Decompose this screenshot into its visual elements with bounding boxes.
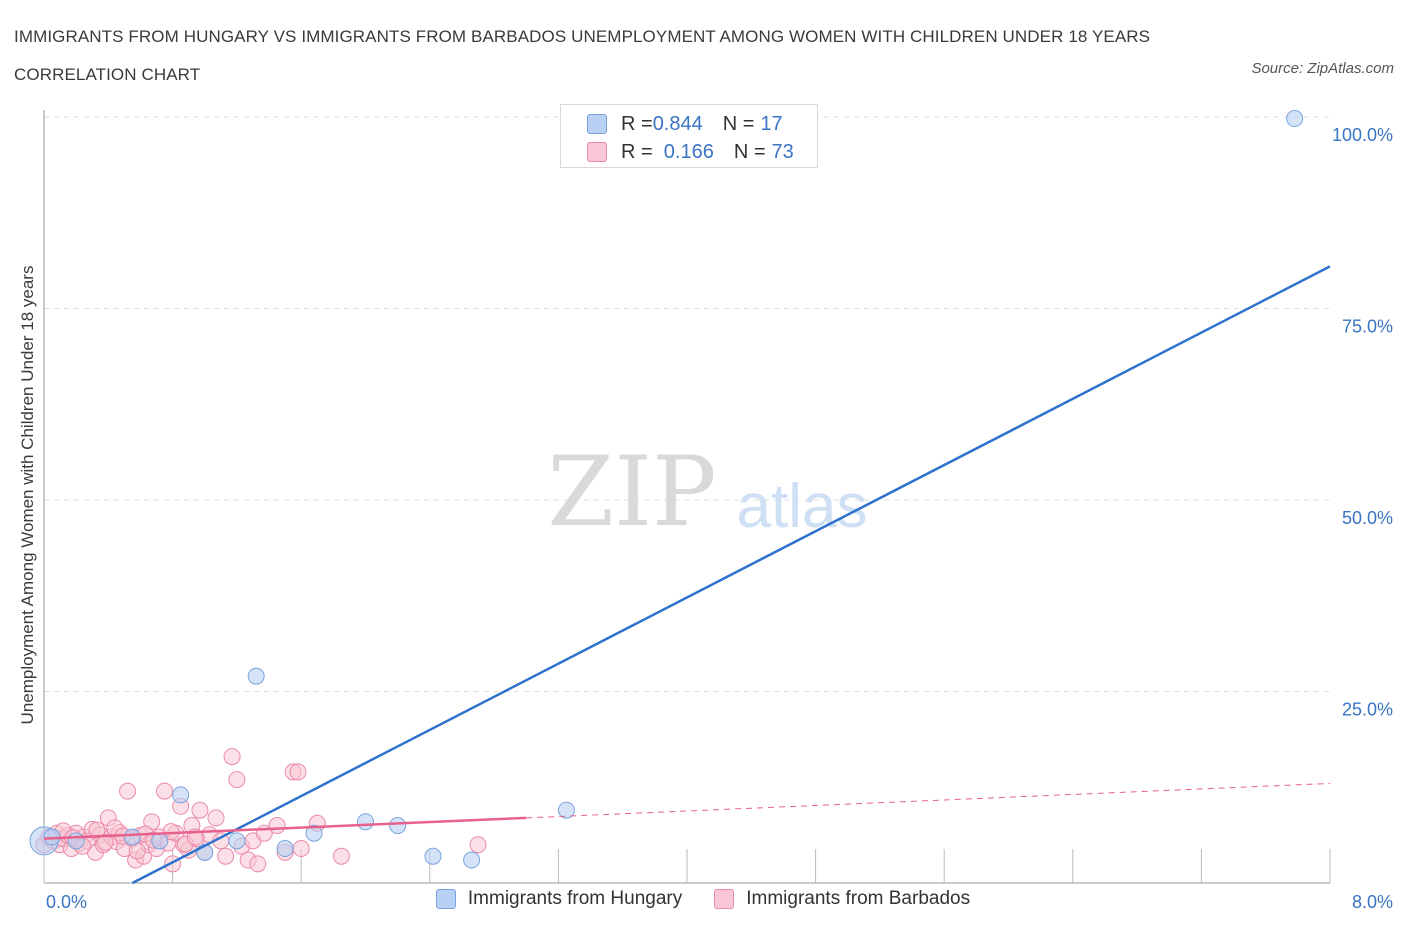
hungary-point <box>424 847 442 865</box>
y-tick-label: 100.0% <box>1332 125 1393 145</box>
hungary-point <box>67 832 85 850</box>
legend-r-label: R = <box>621 112 653 135</box>
barbados-point <box>156 782 174 800</box>
hungary-point <box>247 667 265 685</box>
legend-n-label: N = <box>733 140 766 163</box>
legend-n-value: 17 <box>760 112 783 135</box>
series-label-barbados: Immigrants from Barbados <box>746 888 971 909</box>
legend-r-label: R = <box>621 140 659 163</box>
axes <box>43 110 1331 884</box>
hungary-trendline <box>131 265 1331 885</box>
x-tick-label: 8.0% <box>1352 892 1393 912</box>
series-legend-barbados[interactable]: Immigrants from Barbados <box>714 888 970 910</box>
legend-row-hungary: R = 0.844 N = 17 <box>587 110 783 138</box>
watermark: ZIP atlas <box>547 436 867 548</box>
barbados-point <box>96 833 114 851</box>
barbados-point <box>119 782 137 800</box>
legend-n-label: N = <box>722 112 755 135</box>
watermark-atlas: atlas <box>737 472 868 541</box>
barbados-points <box>35 748 487 873</box>
legend-r-value: 0.844 <box>652 112 703 135</box>
hungary-point <box>357 813 374 831</box>
barbados-trendline <box>43 816 527 840</box>
legend-swatch-barbados <box>587 142 607 162</box>
barbados-point <box>289 763 307 781</box>
hungary-point <box>557 801 575 819</box>
y-tick-label: 50.0% <box>1342 508 1393 528</box>
x-tick-label: 0.0% <box>46 892 87 912</box>
series-swatch-hungary <box>435 889 456 909</box>
hungary-point <box>1286 110 1304 128</box>
barbados-point <box>469 836 487 854</box>
barbados-point <box>223 748 241 766</box>
hungary-point <box>463 851 481 869</box>
legend-n-value: 73 <box>771 140 794 163</box>
barbados-point <box>268 817 286 835</box>
grid-lines <box>44 116 1330 692</box>
barbados-point <box>228 771 246 789</box>
series-legend: Immigrants from Hungary Immigrants from … <box>0 888 1406 910</box>
barbados-point <box>292 840 310 858</box>
barbados-point <box>332 847 350 865</box>
barbados-point <box>217 847 235 865</box>
legend-r-value: 0.166 <box>658 140 714 163</box>
barbados-point <box>88 821 106 839</box>
barbados-point <box>249 855 267 873</box>
chart-title: IMMIGRANTS FROM HUNGARY VS IMMIGRANTS FR… <box>14 27 1151 84</box>
hungary-point <box>228 832 246 850</box>
hungary-point <box>276 840 294 858</box>
hungary-point <box>172 786 190 804</box>
series-legend-hungary[interactable]: Immigrants from Hungary <box>435 888 683 910</box>
hungary-point <box>389 817 407 835</box>
series-label-hungary: Immigrants from Hungary <box>467 888 683 909</box>
hungary-point <box>305 824 323 842</box>
y-tick-label: 75.0% <box>1342 317 1393 337</box>
y-tick-label: 25.0% <box>1342 700 1393 720</box>
barbados-trendline-extension <box>526 782 1331 819</box>
legend-swatch-hungary <box>587 114 607 134</box>
correlation-legend: R = 0.844 N = 17 R = 0.166 N = 73 <box>560 104 818 168</box>
source-label: Source: ZipAtlas.com <box>1251 60 1394 77</box>
barbados-point <box>207 809 225 827</box>
barbados-point <box>191 801 209 819</box>
series-swatch-barbados <box>714 889 735 909</box>
legend-row-barbados: R = 0.166 N = 73 <box>587 138 794 166</box>
hungary-point <box>151 832 169 850</box>
trendlines <box>43 265 1331 885</box>
watermark-zip: ZIP <box>547 436 716 548</box>
tick-labels: 25.0% 50.0% 75.0% 100.0% 0.0% 8.0% <box>46 125 1393 912</box>
hungary-point <box>123 828 141 846</box>
